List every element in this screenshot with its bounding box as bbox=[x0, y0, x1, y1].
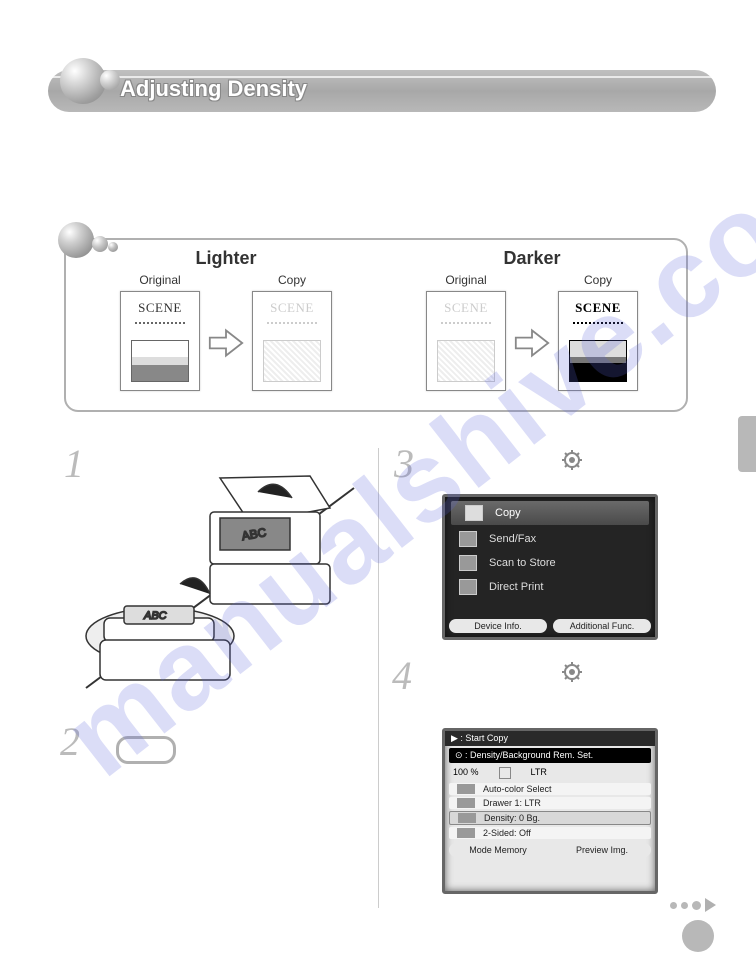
menu-item-scan[interactable]: Scan to Store bbox=[445, 551, 655, 575]
scan-icon bbox=[459, 555, 477, 571]
darker-original-thumb: SCENE bbox=[426, 291, 506, 391]
drawer-icon bbox=[457, 798, 475, 808]
header-orb-small-icon bbox=[100, 70, 120, 90]
original-label: Original bbox=[426, 273, 506, 287]
copy-settings-screen: ▶ : Start Copy ⊙ : Density/Background Re… bbox=[442, 728, 658, 894]
menu-item-print[interactable]: Direct Print bbox=[445, 575, 655, 599]
lighter-title: Lighter bbox=[76, 248, 376, 269]
darker-title: Darker bbox=[382, 248, 682, 269]
step-4-number: 4 bbox=[392, 652, 412, 699]
copy-label: Copy bbox=[252, 273, 332, 287]
darker-group: Darker Original SCENE Copy SCENE bbox=[382, 248, 682, 391]
setting-density[interactable]: Density: 0 Bg. bbox=[449, 811, 651, 825]
copy-label: Copy bbox=[558, 273, 638, 287]
send-icon bbox=[459, 531, 477, 547]
arrow-right-icon bbox=[514, 327, 550, 359]
side-tab bbox=[738, 416, 756, 472]
zoom-value: 100 % bbox=[453, 767, 479, 779]
column-divider bbox=[378, 448, 379, 908]
main-menu-screen: Copy Send/Fax Scan to Store Direct Print… bbox=[442, 494, 658, 640]
setting-auto-color[interactable]: Auto-color Select bbox=[449, 783, 651, 795]
lighter-group: Lighter Original SCENE Copy SCENE bbox=[76, 248, 376, 391]
step-2-number: 2 bbox=[60, 718, 80, 765]
copy-icon bbox=[465, 505, 483, 521]
arrow-right-icon bbox=[208, 327, 244, 359]
gear-icon bbox=[562, 662, 582, 682]
menu-item-sendfax[interactable]: Send/Fax bbox=[445, 527, 655, 551]
continue-indicator bbox=[670, 898, 716, 912]
main-menu-button[interactable] bbox=[116, 736, 176, 764]
preview-img-button[interactable]: Preview Img. bbox=[553, 843, 651, 857]
two-sided-icon bbox=[457, 828, 475, 838]
menu-item-copy[interactable]: Copy bbox=[451, 501, 649, 525]
paper-icon bbox=[499, 767, 511, 779]
lighter-copy-thumb: SCENE bbox=[252, 291, 332, 391]
paper-value: LTR bbox=[531, 767, 547, 779]
setting-2sided[interactable]: 2-Sided: Off bbox=[449, 827, 651, 839]
page-marker-icon bbox=[682, 920, 714, 952]
start-copy-bar: ▶ : Start Copy bbox=[445, 731, 655, 746]
additional-func-button[interactable]: Additional Func. bbox=[553, 619, 651, 633]
density-icon bbox=[458, 813, 476, 823]
color-icon bbox=[457, 784, 475, 794]
page-title: Adjusting Density bbox=[120, 76, 307, 102]
print-icon bbox=[459, 579, 477, 595]
device-info-button[interactable]: Device Info. bbox=[449, 619, 547, 633]
setting-drawer[interactable]: Drawer 1: LTR bbox=[449, 797, 651, 809]
gear-icon bbox=[562, 450, 582, 470]
step-3-number: 3 bbox=[394, 440, 414, 487]
svg-text:ABC: ABC bbox=[143, 610, 167, 622]
lighter-original-thumb: SCENE bbox=[120, 291, 200, 391]
darker-copy-thumb: SCENE bbox=[558, 291, 638, 391]
density-example-panel: Lighter Original SCENE Copy SCENE bbox=[64, 238, 688, 412]
density-set-bar: ⊙ : Density/Background Rem. Set. bbox=[449, 748, 651, 763]
mode-memory-button[interactable]: Mode Memory bbox=[449, 843, 547, 857]
printer-illustration: ABC ABC bbox=[80, 468, 360, 698]
chevron-right-icon bbox=[705, 898, 716, 912]
original-label: Original bbox=[120, 273, 200, 287]
